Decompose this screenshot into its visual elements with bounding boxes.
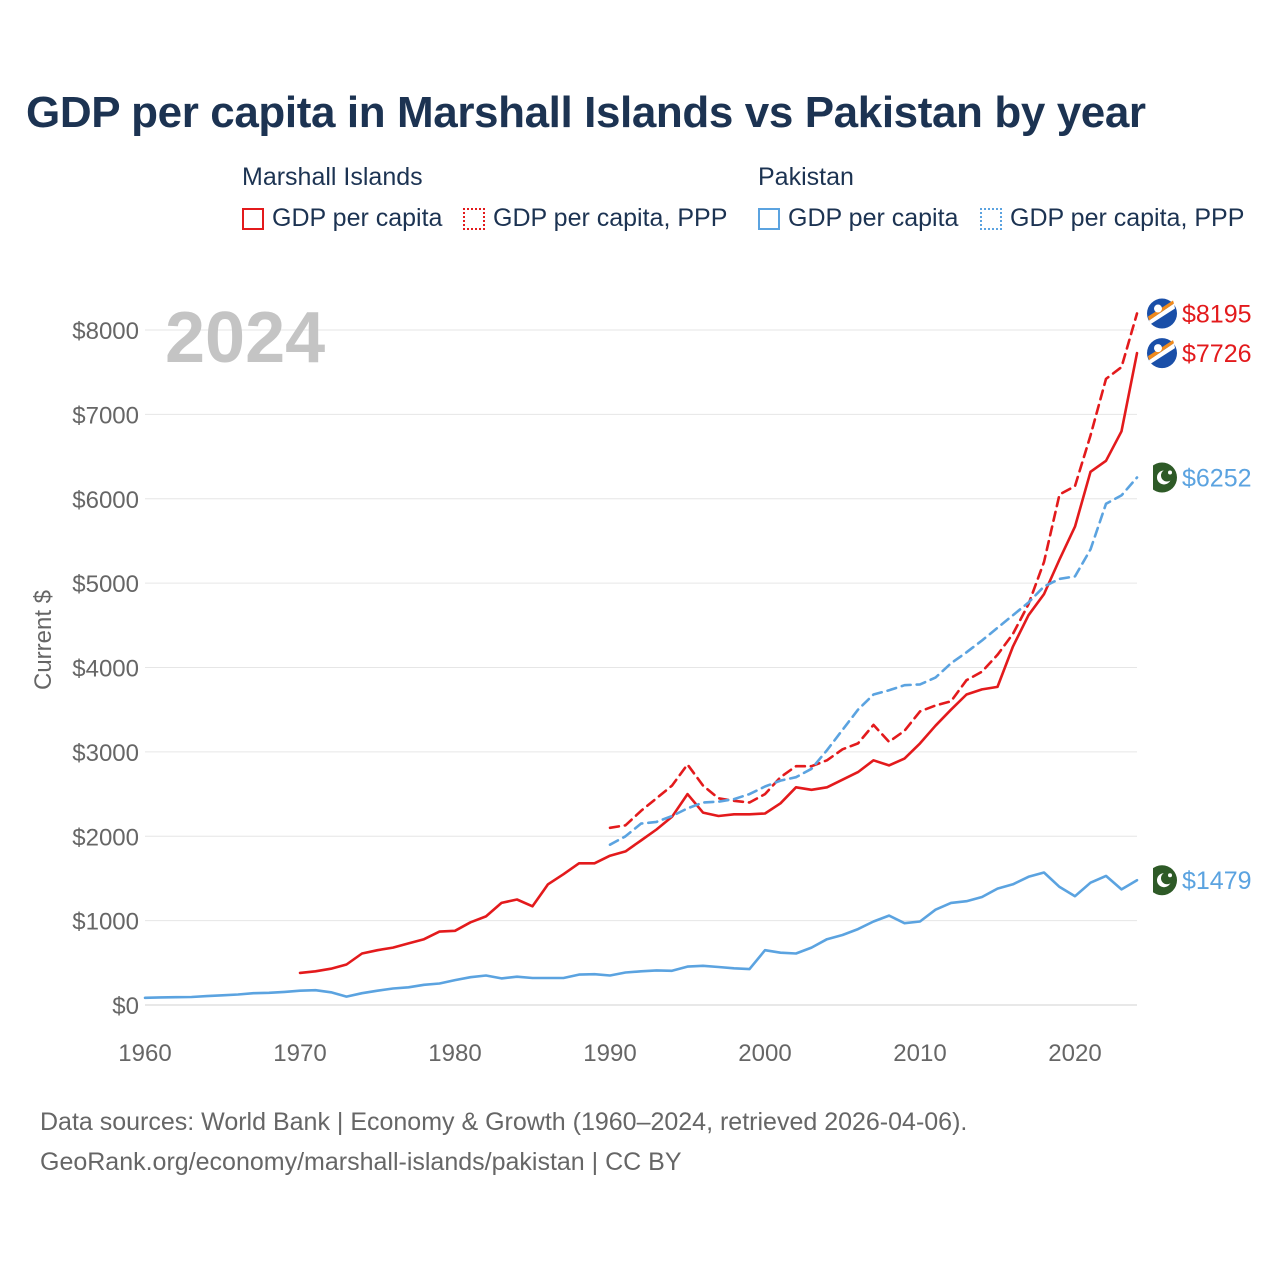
footer-sources: Data sources: World Bank | Economy & Gro… [40,1108,968,1136]
legend-group-pakistan: Pakistan [758,163,854,191]
legend-swatch-dotted-icon [463,207,485,230]
flag-band [1147,462,1153,493]
end-value-label: $8195 [1182,301,1252,329]
flag-stripe [1149,303,1175,325]
flag-star [1154,304,1162,313]
y-tick-label: $5000 [72,571,139,598]
pakistan-flag-icon [1147,462,1177,493]
x-tick-label: 2020 [1048,1040,1101,1067]
axes: $0 $1000 $2000 $3000 $4000 $5000 $6000 $7000 $80… [30,318,1102,1067]
end-value-label: $1479 [1182,867,1252,895]
y-tick-label: $1000 [72,909,139,936]
flag-band [1147,865,1153,896]
grid [145,329,1137,1006]
x-tick-label: 2010 [893,1040,946,1067]
y-tick-label: $6000 [72,487,139,514]
y-tick-label: $7000 [72,402,139,429]
series-line-pak-gdp [143,871,1139,1000]
end-labels: $8195 $7726 $6252 $1479 [1147,298,1252,896]
legend-swatch-solid-icon [242,207,264,230]
marshall-islands-flag-icon [1147,298,1177,329]
y-tick-label: $4000 [72,656,139,683]
flag-star [1154,344,1162,353]
y-tick-label: $0 [112,993,139,1020]
end-value-label: $6252 [1182,464,1252,492]
y-tick-label: $2000 [72,824,139,851]
pakistan-flag-icon [1147,865,1177,896]
legend-label: GDP per capita [272,204,443,232]
flag-star [1168,873,1172,878]
series-line-mhl-gdp [298,351,1139,975]
x-tick-label: 2000 [738,1040,791,1067]
page-title: GDP per capita in Marshall Islands vs Pa… [26,88,1146,137]
series-line-mhl-ppp [608,312,1139,830]
series [143,312,1139,1000]
y-tick-label: $3000 [72,740,139,767]
legend-label: GDP per capita [788,204,959,232]
x-tick-label: 1970 [273,1040,326,1067]
legend-label: GDP per capita, PPP [1010,204,1245,232]
legend-swatch-solid-icon [758,207,780,230]
end-value-label: $7726 [1182,340,1252,368]
legend-item-mhl-gdp[interactable]: GDP per capita [242,204,442,233]
series-line-pak-ppp [608,476,1139,847]
x-tick-label: 1990 [583,1040,636,1067]
marshall-islands-flag-icon [1147,338,1177,369]
x-tick-label: 1960 [118,1040,171,1067]
x-tick-label: 1980 [428,1040,481,1067]
legend-item-pak-gdp[interactable]: GDP per capita [758,204,958,233]
y-axis-title: Current $ [30,590,57,690]
legend-item-pak-gdp-ppp[interactable]: GDP per capita, PPP [980,204,1244,233]
legend-label: GDP per capita, PPP [493,204,728,232]
flag-stripe [1149,343,1175,365]
legend-item-mhl-gdp-ppp[interactable]: GDP per capita, PPP [463,204,727,233]
year-label: 2024 [165,298,325,378]
flag-star [1168,470,1172,475]
y-tick-label: $8000 [72,318,139,345]
legend-swatch-dotted-icon [980,207,1002,230]
legend-group-marshall-islands: Marshall Islands [242,163,423,191]
footer-credit[interactable]: GeoRank.org/economy/marshall-islands/pak… [40,1148,682,1176]
